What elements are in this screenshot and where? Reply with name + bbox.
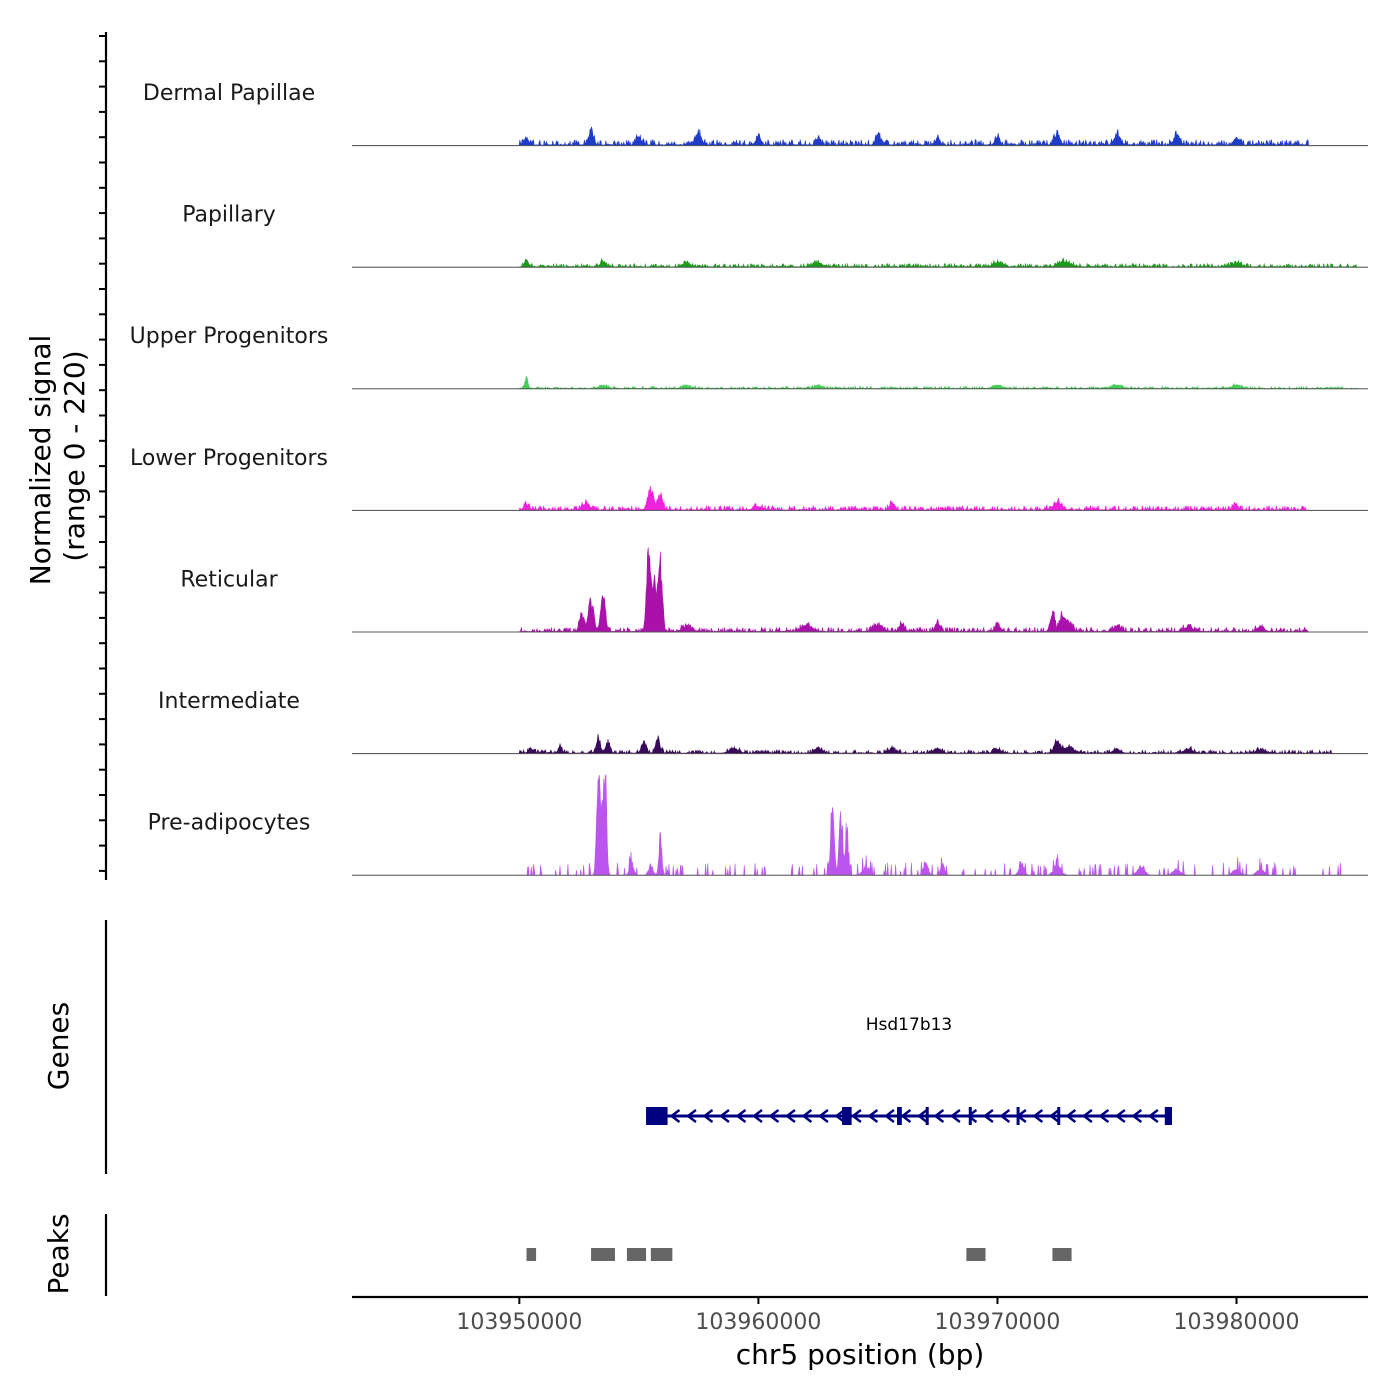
peak-region <box>966 1248 986 1261</box>
signal-area <box>352 774 1368 876</box>
strand-arrow <box>982 1109 994 1123</box>
strand-arrow <box>1114 1109 1126 1123</box>
signal-area <box>352 733 1368 755</box>
exon <box>897 1107 902 1125</box>
strand-arrow <box>1032 1109 1044 1123</box>
strand-arrow <box>850 1109 862 1123</box>
strand-arrow <box>751 1109 763 1123</box>
track-lower-progenitors: Lower Progenitors <box>130 446 1368 512</box>
track-dermal-papillae: Dermal Papillae <box>143 81 1368 147</box>
strand-arrow <box>1147 1109 1159 1123</box>
track-label: Intermediate <box>158 689 300 714</box>
x-tick-label: 103980000 <box>1174 1310 1300 1335</box>
strand-arrow <box>801 1109 813 1123</box>
exon <box>1016 1107 1020 1125</box>
signal-area <box>352 547 1368 633</box>
track-pre-adipocytes: Pre-adipocytes <box>148 774 1368 876</box>
signal-area <box>352 485 1368 512</box>
strand-arrow <box>784 1109 796 1123</box>
strand-arrow <box>834 1109 846 1123</box>
xlabel: chr5 position (bp) <box>736 1338 985 1371</box>
track-papillary: Papillary <box>182 203 1368 269</box>
strand-arrow <box>999 1109 1011 1123</box>
track-label: Papillary <box>182 203 276 228</box>
exon <box>925 1107 929 1125</box>
strand-arrow <box>916 1109 928 1123</box>
strand-arrow <box>817 1109 829 1123</box>
strand-arrow <box>933 1109 945 1123</box>
peak-region <box>650 1248 673 1261</box>
track-label: Reticular <box>180 567 278 592</box>
track-label: Lower Progenitors <box>130 446 328 471</box>
x-tick-label: 103970000 <box>934 1310 1060 1335</box>
strand-arrow <box>1048 1109 1060 1123</box>
peak-region <box>591 1248 615 1261</box>
strand-arrow <box>1131 1109 1143 1123</box>
gene-annotation: Hsd17b13 <box>646 1015 1172 1125</box>
genes-panel-label: Genes <box>42 1002 75 1090</box>
strand-arrow <box>867 1109 879 1123</box>
x-tick-label: 103960000 <box>695 1310 821 1335</box>
signal-area <box>352 257 1368 269</box>
peak-region <box>626 1248 647 1261</box>
strand-arrow <box>949 1109 961 1123</box>
strand-arrow <box>900 1109 912 1123</box>
exon <box>842 1107 852 1125</box>
ylabel: Normalized signal <box>24 335 57 586</box>
strand-arrow <box>1065 1109 1077 1123</box>
x-tick-label: 103950000 <box>456 1310 582 1335</box>
signal-axis-ticks <box>99 35 106 872</box>
ylabel-range: (range 0 - 220) <box>58 350 91 561</box>
track-label: Pre-adipocytes <box>148 811 311 836</box>
strand-arrow <box>966 1109 978 1123</box>
signal-area <box>352 126 1368 147</box>
gene-hsd17b13: Hsd17b13 <box>646 1015 1172 1125</box>
track-reticular: Reticular <box>180 547 1368 633</box>
strand-arrow <box>669 1109 681 1123</box>
exon <box>1057 1107 1061 1125</box>
strand-arrow <box>883 1109 895 1123</box>
exon <box>646 1107 668 1125</box>
exon <box>968 1107 972 1125</box>
strand-arrow <box>735 1109 747 1123</box>
x-axis-ticks: 103950000 103960000 103970000 103980000 <box>456 1297 1300 1335</box>
gene-label: Hsd17b13 <box>866 1015 953 1035</box>
peak-region <box>526 1248 537 1261</box>
strand-arrow <box>702 1109 714 1123</box>
track-intermediate: Intermediate <box>158 689 1368 755</box>
exon <box>1164 1107 1172 1125</box>
coverage-tracks: Dermal Papillae Papillary Upper Progenitor… <box>130 81 1368 876</box>
track-label: Upper Progenitors <box>130 324 329 349</box>
signal-area <box>352 375 1368 390</box>
peak-region <box>1052 1248 1072 1261</box>
strand-arrow <box>1098 1109 1110 1123</box>
track-upper-progenitors: Upper Progenitors <box>130 324 1368 390</box>
peaks-panel-label: Peaks <box>42 1213 75 1294</box>
peak-regions <box>526 1248 1072 1261</box>
strand-arrow <box>768 1109 780 1123</box>
strand-arrow <box>1081 1109 1093 1123</box>
track-label: Dermal Papillae <box>143 81 315 106</box>
strand-arrow <box>718 1109 730 1123</box>
strand-arrow <box>685 1109 697 1123</box>
